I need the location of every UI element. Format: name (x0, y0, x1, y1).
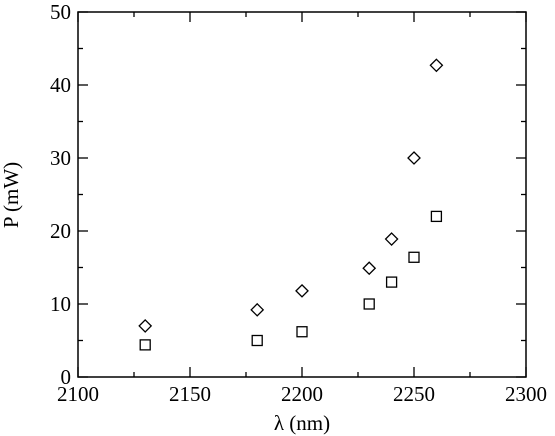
y-axis-label: P (mW) (0, 162, 23, 228)
square-point (385, 276, 398, 288)
y-tick-label: 0 (61, 365, 72, 389)
square-point (430, 210, 443, 223)
x-tick-label: 2250 (393, 382, 435, 406)
y-tick-label: 20 (50, 219, 71, 243)
square-point (363, 298, 375, 310)
square-point (408, 251, 420, 263)
x-tick-label: 2200 (281, 382, 323, 406)
diamond-point (429, 58, 444, 73)
x-tick-label: 2100 (57, 382, 99, 406)
diamond-point (407, 151, 421, 165)
square-point (251, 334, 263, 347)
diamond-point (138, 318, 153, 333)
y-tick-label: 30 (50, 146, 71, 170)
square-point (296, 326, 308, 338)
x-tick-label: 2150 (169, 382, 211, 406)
x-axis-label: λ (nm) (274, 411, 330, 435)
diamond-point (362, 261, 377, 276)
x-tick-label: 2300 (505, 382, 547, 406)
y-tick-label: 40 (50, 73, 71, 97)
diamond-point (295, 283, 309, 298)
diamond-point (250, 302, 265, 317)
y-tick-label: 50 (50, 0, 71, 24)
plot-frame (77, 11, 527, 378)
square-point (139, 339, 151, 351)
y-tick-label: 10 (50, 292, 71, 316)
diamond-point (384, 232, 399, 246)
